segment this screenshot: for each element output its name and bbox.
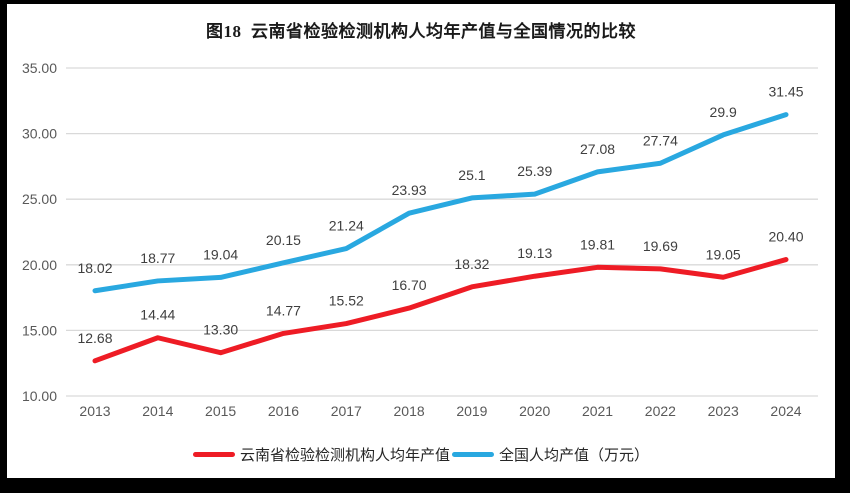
data-label: 19.13: [517, 245, 552, 261]
x-tick-label: 2020: [519, 403, 550, 419]
y-tick-label: 15.00: [22, 322, 57, 338]
x-tick-label: 2017: [331, 403, 362, 419]
x-tick-label: 2023: [708, 403, 739, 419]
x-tick-label: 2022: [645, 403, 676, 419]
data-label: 21.24: [329, 218, 364, 234]
legend-label-yunnan: 云南省检验检测机构人均年产值: [239, 448, 450, 464]
x-tick-label: 2019: [456, 403, 487, 419]
data-label: 31.45: [768, 84, 803, 100]
chart-canvas: 图18 云南省检验检测机构人均年产值与全国情况的比较 35.00 30.00 25.…: [7, 4, 835, 478]
data-label: 14.44: [140, 307, 175, 323]
chart-legend: 云南省检验检测机构人均年产值 全国人均产值（万元）: [7, 444, 835, 465]
data-label: 27.08: [580, 141, 615, 157]
legend-item-yunnan: 云南省检验检测机构人均年产值: [192, 444, 450, 465]
data-label: 27.74: [643, 132, 678, 148]
data-label: 19.69: [643, 238, 678, 254]
series-line: [92, 112, 789, 294]
data-label: 18.32: [454, 256, 489, 272]
chart-title: 图18 云南省检验检测机构人均年产值与全国情况的比较: [206, 22, 636, 41]
data-label: 25.1: [458, 167, 485, 183]
series-line: [92, 257, 789, 364]
data-label: 23.93: [392, 182, 427, 198]
y-tick-label: 10.00: [22, 388, 57, 404]
data-label: 20.15: [266, 232, 301, 248]
data-label: 29.9: [710, 104, 737, 120]
y-tick-label: 25.00: [22, 191, 57, 207]
data-label: 18.77: [140, 250, 175, 266]
legend-item-national: 全国人均产值（万元）: [452, 444, 649, 465]
data-label: 19.05: [706, 246, 741, 262]
data-label: 18.02: [77, 260, 112, 276]
y-tick-label: 30.00: [22, 126, 57, 142]
y-tick-label: 35.00: [22, 60, 57, 76]
x-tick-label: 2016: [268, 403, 299, 419]
blue-line-swatch-icon: [452, 452, 494, 457]
x-tick-label: 2018: [394, 403, 425, 419]
x-tick-label: 2013: [79, 403, 110, 419]
data-label: 13.30: [203, 322, 238, 338]
y-tick-label: 20.00: [22, 257, 57, 273]
legend-label-national: 全国人均产值（万元）: [499, 448, 650, 464]
data-label: 12.68: [77, 330, 112, 346]
data-label: 14.77: [266, 302, 301, 318]
data-label: 20.40: [768, 229, 803, 245]
data-label: 25.39: [517, 163, 552, 179]
x-tick-label: 2014: [142, 403, 173, 419]
data-label: 19.81: [580, 236, 615, 252]
data-label: 16.70: [392, 277, 427, 293]
x-tick-label: 2021: [582, 403, 613, 419]
data-label: 19.04: [203, 246, 238, 262]
line-chart: 35.00 30.00 25.00 20.00 15.00 10.00 2013 2014 20…: [22, 60, 818, 419]
red-line-swatch-icon: [192, 452, 235, 457]
x-tick-label: 2024: [770, 403, 801, 419]
data-label: 15.52: [329, 293, 364, 309]
x-tick-label: 2015: [205, 403, 236, 419]
